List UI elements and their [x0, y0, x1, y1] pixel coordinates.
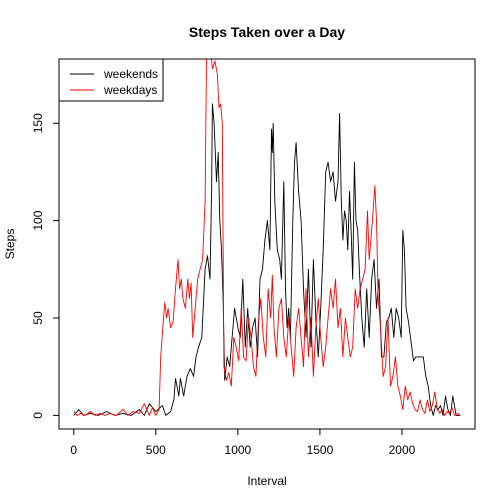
legend-label-weekdays: weekdays — [103, 83, 157, 97]
series-layer — [73, 59, 461, 416]
x-axis-label: Interval — [247, 474, 286, 488]
x-tick-label: 2000 — [389, 443, 416, 457]
x-tick-label: 500 — [146, 443, 166, 457]
series-line-weekdays — [73, 59, 461, 416]
y-tick-label: 50 — [31, 311, 45, 325]
legend-label-weekends: weekends — [103, 67, 158, 81]
plot-frame — [58, 58, 476, 430]
x-axis: 0 500 1000 1500 2000 — [70, 428, 416, 457]
legend-box — [58, 58, 164, 102]
chart-title: Steps Taken over a Day — [189, 24, 345, 40]
series-line-weekends — [73, 103, 461, 416]
y-axis: 0 50 100 150 — [31, 113, 60, 419]
x-tick-label: 0 — [70, 443, 77, 457]
y-tick-label: 100 — [31, 210, 45, 230]
x-tick-label: 1500 — [307, 443, 334, 457]
y-tick-label: 150 — [31, 113, 45, 133]
x-tick-label: 1000 — [225, 443, 252, 457]
y-axis-label: Steps — [3, 229, 17, 260]
legend: weekends weekdays — [58, 58, 164, 102]
y-tick-label: 0 — [31, 412, 45, 419]
